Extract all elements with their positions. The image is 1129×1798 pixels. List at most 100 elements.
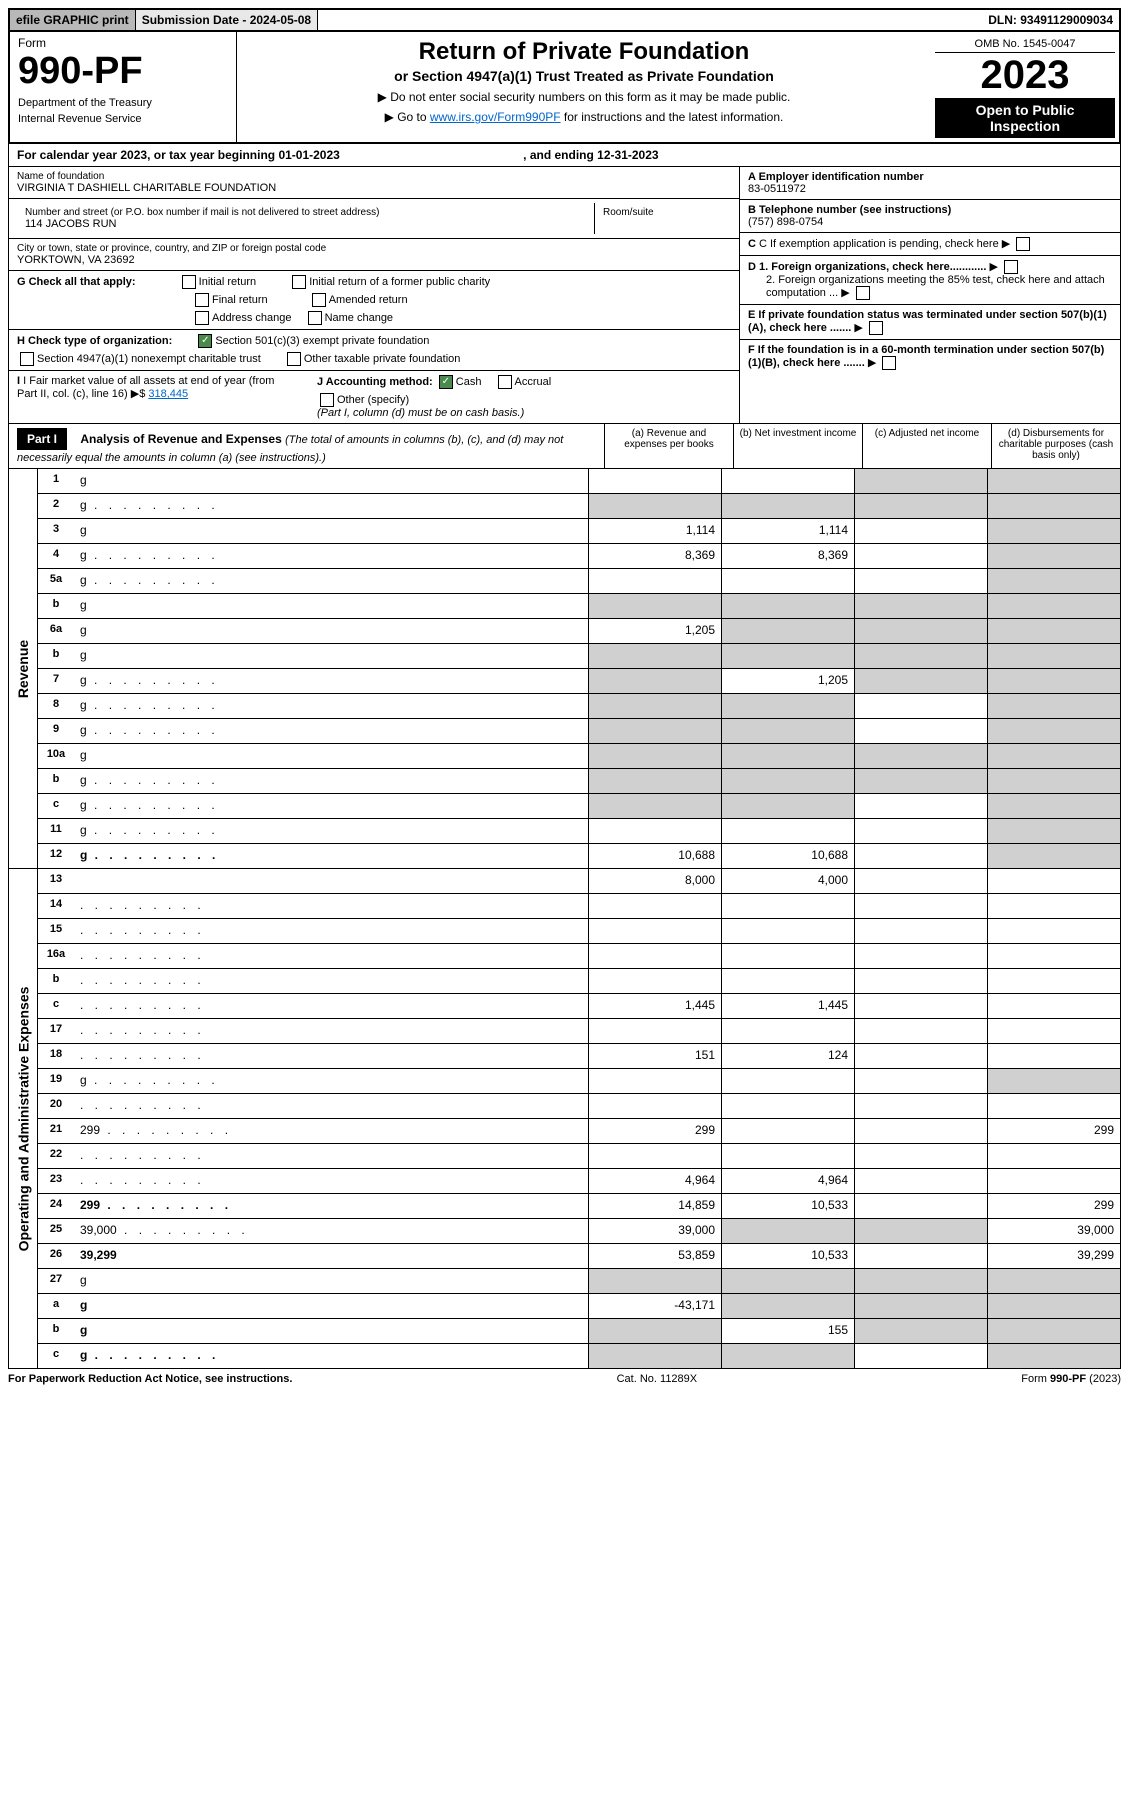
info-left: Name of foundation VIRGINIA T DASHIELL C…: [9, 167, 739, 423]
header-center: Return of Private Foundation or Section …: [237, 32, 931, 142]
row-desc: [74, 894, 588, 918]
table-row: 11g: [38, 819, 1120, 844]
row-desc: g: [74, 1269, 588, 1293]
cell-c: [854, 819, 987, 843]
row-desc: [74, 1044, 588, 1068]
row-num: 6a: [38, 619, 74, 643]
table-row: bg: [38, 769, 1120, 794]
address-cell: Number and street (or P.O. box number if…: [9, 199, 739, 239]
checkbox-amended[interactable]: [312, 293, 326, 307]
col-b-header: (b) Net investment income: [733, 424, 862, 468]
checkbox-c[interactable]: [1016, 237, 1030, 251]
cell-c: [854, 894, 987, 918]
checkbox-d1[interactable]: [1004, 260, 1018, 274]
row-num: 3: [38, 519, 74, 543]
checkbox-501c3[interactable]: [198, 334, 212, 348]
cell-d: [987, 1044, 1120, 1068]
row-desc: g: [74, 1069, 588, 1093]
row-num: 24: [38, 1194, 74, 1218]
cell-c: [854, 619, 987, 643]
cell-c: [854, 844, 987, 868]
row-desc: g: [74, 594, 588, 618]
checkbox-4947[interactable]: [20, 352, 34, 366]
irs-link[interactable]: www.irs.gov/Form990PF: [430, 110, 561, 124]
checkbox-f[interactable]: [882, 356, 896, 370]
cell-b: [721, 794, 854, 818]
calendar-year-row: For calendar year 2023, or tax year begi…: [8, 144, 1121, 167]
table-row: 12g10,68810,688: [38, 844, 1120, 868]
footer-left: For Paperwork Reduction Act Notice, see …: [8, 1373, 292, 1385]
efile-label: efile GRAPHIC print: [10, 10, 136, 30]
table-row: 27g: [38, 1269, 1120, 1294]
row-desc: [74, 944, 588, 968]
row-num: b: [38, 594, 74, 618]
row-num: 11: [38, 819, 74, 843]
checkbox-name-change[interactable]: [308, 311, 322, 325]
cell-b: 1,205: [721, 669, 854, 693]
cell-a: [588, 1144, 721, 1168]
table-row: 2639,29953,85910,53339,299: [38, 1244, 1120, 1269]
checkbox-initial[interactable]: [182, 275, 196, 289]
checkbox-cash[interactable]: [439, 375, 453, 389]
checkbox-addr-change[interactable]: [195, 311, 209, 325]
cell-c: [854, 694, 987, 718]
cell-a: [588, 769, 721, 793]
row-num: 10a: [38, 744, 74, 768]
row-num: 17: [38, 1019, 74, 1043]
checkbox-other-taxable[interactable]: [287, 352, 301, 366]
cell-d: [987, 794, 1120, 818]
row-num: b: [38, 644, 74, 668]
cell-a: [588, 1344, 721, 1368]
row-num: 18: [38, 1044, 74, 1068]
row-desc: g: [74, 644, 588, 668]
cell-c: [854, 1219, 987, 1243]
cell-a: [588, 819, 721, 843]
cell-c: [854, 769, 987, 793]
fmv-value[interactable]: 318,445: [148, 388, 188, 400]
cell-d: [987, 819, 1120, 843]
cell-d: [987, 669, 1120, 693]
expense-section: Operating and Administrative Expenses 13…: [8, 869, 1121, 1369]
form-title: Return of Private Foundation: [247, 38, 921, 66]
cell-c: [854, 1319, 987, 1343]
i-j-row: I I Fair market value of all assets at e…: [9, 371, 739, 423]
cell-a: [588, 1094, 721, 1118]
cell-a: [588, 594, 721, 618]
cell-a: [588, 569, 721, 593]
row-desc: g: [74, 1319, 588, 1343]
table-row: 2g: [38, 494, 1120, 519]
cell-c: [854, 494, 987, 518]
table-row: b: [38, 969, 1120, 994]
row-desc: g: [74, 519, 588, 543]
row-num: 22: [38, 1144, 74, 1168]
checkbox-other-method[interactable]: [320, 393, 334, 407]
cell-a: [588, 694, 721, 718]
cell-d: [987, 1094, 1120, 1118]
part1-header: Part I Analysis of Revenue and Expenses …: [8, 424, 1121, 469]
cell-a: [588, 919, 721, 943]
cell-c: [854, 594, 987, 618]
cell-d: [987, 844, 1120, 868]
row-desc: g: [74, 819, 588, 843]
col-d-header: (d) Disbursements for charitable purpose…: [991, 424, 1120, 468]
g-check-row: G Check all that apply: Initial return I…: [9, 271, 739, 330]
cell-d: [987, 1169, 1120, 1193]
table-row: 19g: [38, 1069, 1120, 1094]
cell-b: 4,964: [721, 1169, 854, 1193]
checkbox-final[interactable]: [195, 293, 209, 307]
row-num: 15: [38, 919, 74, 943]
checkbox-initial-former[interactable]: [292, 275, 306, 289]
cell-d: [987, 619, 1120, 643]
submission-date: Submission Date - 2024-05-08: [136, 10, 318, 30]
cell-b: [721, 694, 854, 718]
checkbox-accrual[interactable]: [498, 375, 512, 389]
cell-d: [987, 644, 1120, 668]
revenue-side-label: Revenue: [9, 469, 38, 868]
revenue-rows: 1g2g3g1,1141,1144g8,3698,3695agbg6ag1,20…: [38, 469, 1120, 868]
cell-a: [588, 744, 721, 768]
cell-a: 1,205: [588, 619, 721, 643]
checkbox-d2[interactable]: [856, 286, 870, 300]
cell-c: [854, 644, 987, 668]
checkbox-e[interactable]: [869, 321, 883, 335]
cell-c: [854, 1169, 987, 1193]
